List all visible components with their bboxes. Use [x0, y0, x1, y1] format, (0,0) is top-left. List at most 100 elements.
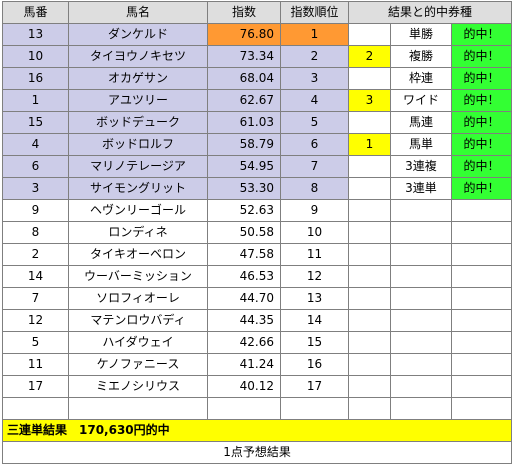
- table-row: 12 マテンロウバディ 44.35 14: [2, 309, 513, 332]
- bet-type: [390, 221, 452, 244]
- header-row: 馬番 馬名 指数 指数順位 結果と的中券種: [2, 1, 513, 24]
- result-position: [348, 177, 391, 200]
- horse-number: 4: [2, 133, 69, 156]
- horse-name: タイキオーベロン: [68, 243, 208, 266]
- horse-name: ケノファニース: [68, 353, 208, 376]
- horse-number: 13: [2, 23, 69, 46]
- horse-name: ボッドロルフ: [68, 133, 208, 156]
- horse-name: タイヨウノキセツ: [68, 45, 208, 68]
- horse-name: マリノテレージア: [68, 155, 208, 178]
- bet-type: [390, 309, 452, 332]
- footer-row: 1点予想結果: [1, 441, 513, 464]
- horse-score: 58.79: [207, 133, 281, 156]
- horse-number: 3: [2, 177, 69, 200]
- hit-mark: [450, 353, 513, 376]
- result-position: 1: [348, 133, 391, 156]
- bet-type: [390, 287, 452, 310]
- table-row: 9 ヘヴンリーゴール 52.63 9: [2, 199, 513, 222]
- horse-name: ボッドデューク: [68, 111, 208, 134]
- horse-rank: 13: [280, 287, 349, 310]
- empty-cell: [2, 397, 69, 420]
- spacer-row: [2, 397, 513, 420]
- horse-number: 12: [2, 309, 69, 332]
- horse-name: オカゲサン: [68, 67, 208, 90]
- horse-score: 76.80: [207, 23, 281, 46]
- result-position: [348, 331, 391, 354]
- empty-cell: [450, 397, 513, 420]
- horse-rank: 12: [280, 265, 349, 288]
- horse-rank: 9: [280, 199, 349, 222]
- horse-name: サイモングリット: [68, 177, 208, 200]
- hit-mark: 的中！: [450, 45, 513, 68]
- horse-number: 6: [2, 155, 69, 178]
- bet-type: 複勝: [390, 45, 452, 68]
- table-row: 15 ボッドデューク 61.03 5 馬連 的中！: [2, 111, 513, 134]
- trifecta-result: 三連単結果 170,630円的中: [1, 419, 513, 442]
- result-row: 三連単結果 170,630円的中: [1, 419, 513, 442]
- horse-name: ソロフィオーレ: [68, 287, 208, 310]
- header-score: 指数: [207, 1, 281, 24]
- table-row: 17 ミエノシリウス 40.12 17: [2, 375, 513, 398]
- result-position: [348, 243, 391, 266]
- table-row: 14 ウーバーミッション 46.53 12: [2, 265, 513, 288]
- result-position: [348, 199, 391, 222]
- horse-score: 52.63: [207, 199, 281, 222]
- bet-type: [390, 353, 452, 376]
- horse-score: 44.70: [207, 287, 281, 310]
- hit-mark: 的中！: [450, 67, 513, 90]
- horse-score: 44.35: [207, 309, 281, 332]
- horse-rank: 5: [280, 111, 349, 134]
- header-number: 馬番: [2, 1, 69, 24]
- horse-score: 68.04: [207, 67, 281, 90]
- header-rank: 指数順位: [280, 1, 349, 24]
- horse-rank: 3: [280, 67, 349, 90]
- header-result: 結果と的中券種: [347, 1, 513, 24]
- table-row: 6 マリノテレージア 54.95 7 3連複 的中！: [2, 155, 513, 178]
- bet-type: 枠連: [390, 67, 452, 90]
- horse-score: 62.67: [207, 89, 281, 112]
- hit-mark: 的中！: [450, 111, 513, 134]
- horse-rank: 1: [280, 23, 349, 46]
- result-position: 2: [348, 45, 391, 68]
- hit-mark: [450, 221, 513, 244]
- hit-mark: [450, 287, 513, 310]
- table-row: 8 ロンディネ 50.58 10: [2, 221, 513, 244]
- hit-mark: 的中！: [450, 133, 513, 156]
- result-position: [348, 287, 391, 310]
- horse-number: 8: [2, 221, 69, 244]
- horse-score: 40.12: [207, 375, 281, 398]
- horse-rank: 8: [280, 177, 349, 200]
- horse-name: ハイダウェイ: [68, 331, 208, 354]
- bet-type: [390, 375, 452, 398]
- horse-rank: 16: [280, 353, 349, 376]
- horse-score: 54.95: [207, 155, 281, 178]
- table-row: 16 オカゲサン 68.04 3 枠連 的中！: [2, 67, 513, 90]
- hit-mark: 的中！: [450, 177, 513, 200]
- result-position: [348, 375, 391, 398]
- horse-rank: 4: [280, 89, 349, 112]
- empty-cell: [280, 397, 349, 420]
- bet-type: [390, 199, 452, 222]
- table-row: 2 タイキオーベロン 47.58 11: [2, 243, 513, 266]
- horse-rank: 14: [280, 309, 349, 332]
- hit-mark: [450, 243, 513, 266]
- bet-type: [390, 331, 452, 354]
- bet-type: 単勝: [390, 23, 452, 46]
- hit-mark: [450, 265, 513, 288]
- empty-cell: [68, 397, 208, 420]
- horse-score: 61.03: [207, 111, 281, 134]
- table-row: 4 ボッドロルフ 58.79 6 1 馬単 的中！: [2, 133, 513, 156]
- horse-number: 1: [2, 89, 69, 112]
- table-row: 1 アユツリー 62.67 4 3 ワイド 的中！: [2, 89, 513, 112]
- bet-type: 3連単: [390, 177, 452, 200]
- horse-number: 9: [2, 199, 69, 222]
- horse-rank: 2: [280, 45, 349, 68]
- result-position: [348, 111, 391, 134]
- horse-score: 41.24: [207, 353, 281, 376]
- table-row: 5 ハイダウェイ 42.66 15: [2, 331, 513, 354]
- result-position: [348, 67, 391, 90]
- horse-number: 7: [2, 287, 69, 310]
- horse-name: マテンロウバディ: [68, 309, 208, 332]
